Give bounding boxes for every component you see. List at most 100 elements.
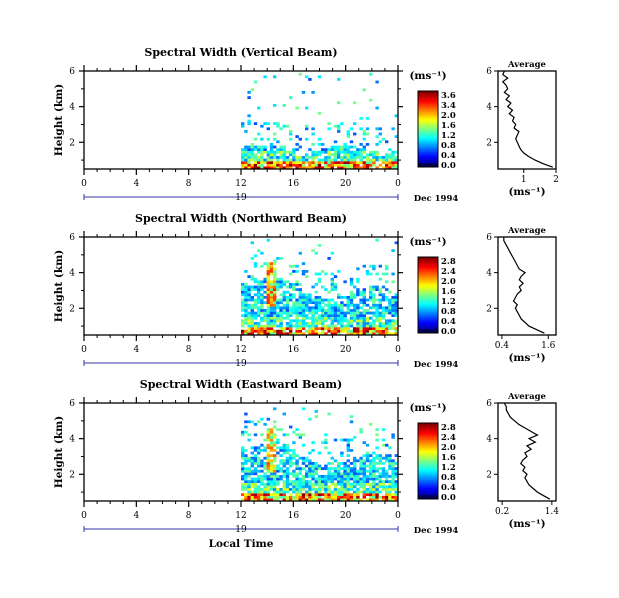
colorbar-segment: [418, 462, 438, 466]
colorbar-segment: [418, 153, 438, 156]
colorbar-segment: [418, 111, 438, 115]
x-tick-label: 0: [395, 179, 401, 189]
colorbar-segment: [418, 296, 438, 300]
colorbar-segment: [418, 451, 438, 454]
y-tick-label: 4: [69, 269, 75, 279]
colorbar-segment: [418, 94, 438, 97]
colorbar-segment: [418, 470, 438, 473]
colorbar-segment: [418, 310, 438, 313]
average-frame: [497, 70, 557, 170]
y-tick-label: 4: [69, 435, 75, 445]
colorbar-segment: [418, 148, 438, 151]
colorbar-tick-label: 0.0: [441, 327, 456, 337]
colorbar-segment: [418, 329, 438, 332]
colorbar-segment: [418, 136, 438, 139]
colorbar-segment: [418, 123, 438, 126]
colorbar-segment: [418, 281, 438, 284]
colorbar-segment: [418, 106, 438, 109]
colorbar-segment: [418, 285, 438, 288]
colorbar-segment: [418, 140, 438, 143]
x-tick-label: 20: [340, 345, 352, 355]
colorbar-segment: [418, 130, 438, 134]
colorbar-segment: [418, 287, 438, 290]
colorbar-tick-label: 2.8: [441, 423, 456, 433]
colorbar-tick-label: 0.0: [441, 493, 456, 503]
colorbar-segment: [418, 117, 438, 120]
colorbar-segment: [418, 447, 438, 450]
colorbar-segment: [418, 426, 438, 429]
average-title: Average: [507, 226, 547, 236]
x-tick-label: 4: [133, 511, 139, 521]
colorbar-segment: [418, 459, 438, 462]
colorbar-segment: [418, 155, 438, 158]
x-tick-label: 20: [340, 511, 352, 521]
colorbar-segment: [418, 434, 438, 437]
colorbar-segment: [418, 327, 438, 330]
x-axis-label: Local Time: [209, 538, 274, 550]
colorbar-segment: [418, 91, 438, 94]
colorbar-segment: [418, 134, 438, 137]
x-tick-label: 16: [288, 179, 300, 189]
colorbar-segment: [418, 277, 438, 281]
colorbar-segment: [418, 98, 438, 101]
colorbar-segment: [418, 485, 438, 488]
x-tick-label: 12: [235, 511, 246, 521]
colorbar-segment: [418, 272, 438, 275]
colorbar-frame: [417, 90, 439, 168]
colorbar-segment: [418, 443, 438, 447]
colorbar-segment: [418, 92, 438, 96]
colorbar-segment: [418, 430, 438, 433]
colorbar-segment: [418, 163, 438, 166]
colorbar-segment: [418, 104, 438, 107]
colorbar-tick-label: 3.4: [441, 101, 456, 111]
colorbar-segment: [418, 440, 438, 443]
colorbar-frame: [417, 422, 439, 500]
colorbar-segment: [418, 308, 438, 311]
average-y-tick-label: 6: [486, 399, 492, 409]
y-axis-label: Height (km): [53, 250, 65, 322]
colorbar-segment: [418, 315, 438, 319]
average-y-tick-label: 6: [486, 233, 492, 243]
colorbar-segment: [418, 432, 438, 435]
x-tick-label: 0: [81, 179, 87, 189]
colorbar-segment: [418, 423, 438, 426]
panel-3: Spectral Width (Eastward Beam)0 4 8 12 16 20 0…: [53, 378, 559, 550]
panel-2: Spectral Width (Northward Beam)0 4 8 12 16 20…: [53, 212, 557, 370]
colorbar-segment: [418, 445, 438, 448]
colorbar-segment: [418, 493, 438, 496]
colorbar-tick-label: 0.4: [441, 483, 456, 493]
colorbar-segment: [418, 314, 438, 317]
colorbar-segment: [418, 466, 438, 469]
colorbar-segment: [418, 302, 438, 305]
average-profile-line: [503, 237, 545, 334]
colorbar-segment: [418, 274, 438, 277]
colorbar-segment: [418, 323, 438, 326]
colorbar-segment: [418, 132, 438, 135]
average-x-label: (ms⁻¹): [508, 518, 545, 530]
x-tick-label: 16: [288, 345, 300, 355]
colorbar-tick-label: 1.2: [441, 297, 456, 307]
x-tick-label: 12: [235, 179, 246, 189]
colorbar-segment: [418, 291, 438, 294]
heatmap-cells: [241, 238, 398, 336]
colorbar-segment: [418, 438, 438, 441]
colorbar-segment: [418, 138, 438, 141]
x-tick-label: 4: [133, 345, 139, 355]
colorbar-segment: [418, 317, 438, 320]
colorbar-segment: [418, 300, 438, 303]
x-tick-label: 8: [186, 179, 192, 189]
y-axis-label: Height (km): [53, 416, 65, 488]
colorbar-tick-label: 0.8: [441, 307, 456, 317]
colorbar-tick-label: 1.2: [441, 131, 456, 141]
colorbar-tick-label: 1.6: [441, 287, 456, 297]
colorbar-tick-label: 1.6: [441, 121, 456, 131]
panel-title: Spectral Width (Eastward Beam): [140, 378, 342, 391]
panel-title: Spectral Width (Vertical Beam): [144, 46, 337, 59]
colorbar-segment: [418, 474, 438, 477]
colorbar-segment: [418, 321, 438, 324]
colorbar-segment: [418, 487, 438, 490]
colorbar-segment: [418, 495, 438, 498]
colorbar-segment: [418, 108, 438, 111]
colorbar-segment: [418, 270, 438, 273]
colorbar-segment: [418, 476, 438, 479]
